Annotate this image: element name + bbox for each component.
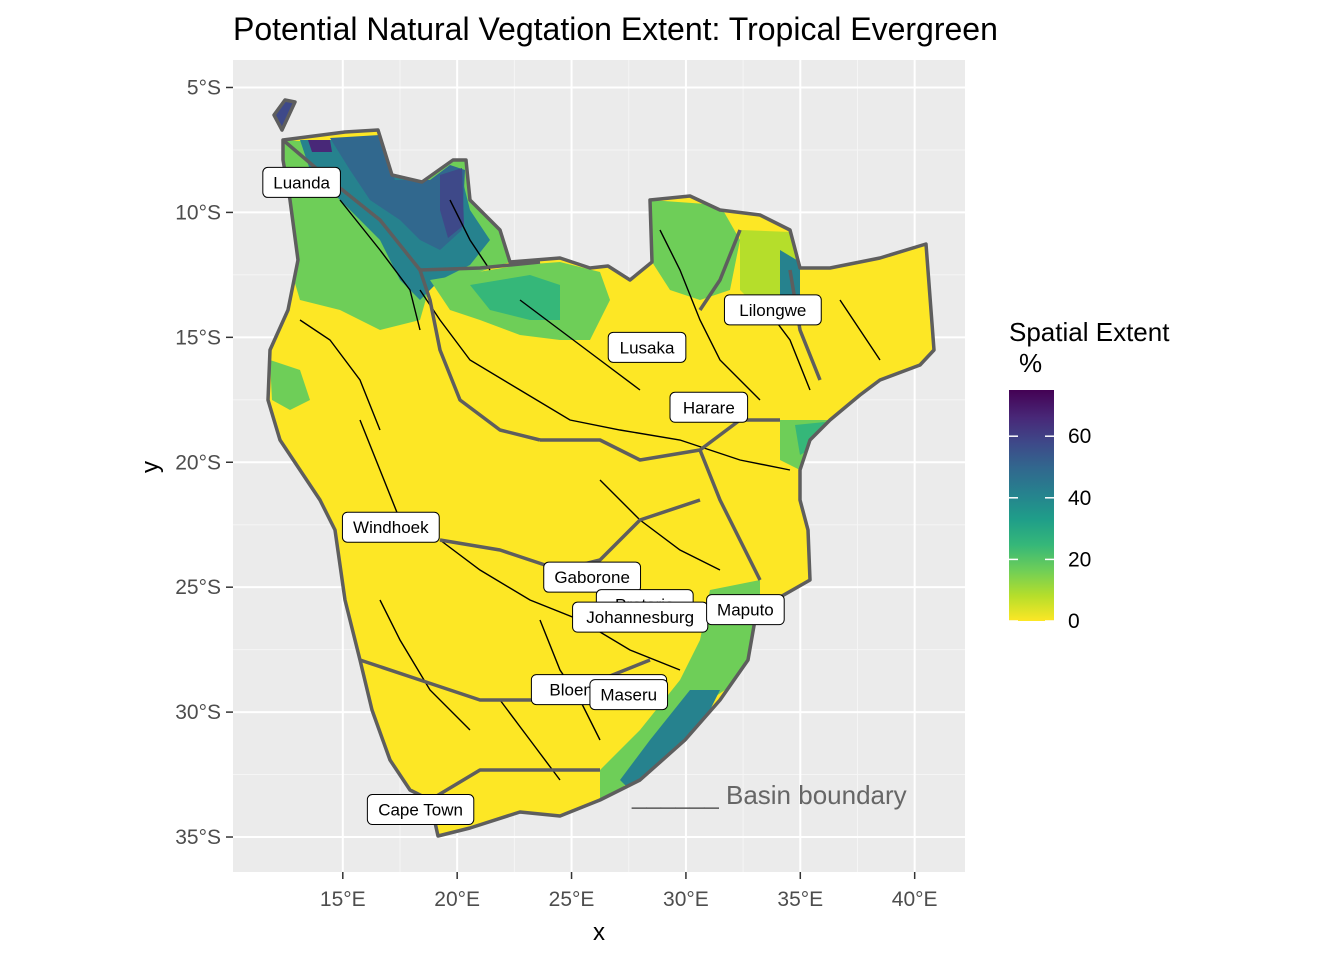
legend-title-line2: % (1019, 348, 1042, 378)
y-tick-label: 20°S (175, 451, 221, 474)
city-label-box (589, 679, 669, 711)
city-label-box (262, 166, 341, 198)
x-tick-label: 25°E (549, 888, 595, 911)
extent-zone-north-deep (330, 135, 465, 250)
city-label-text: Cape Town (378, 801, 463, 820)
city-label-box (607, 331, 687, 363)
extent-zone-tanzania-green (650, 200, 740, 300)
city-label-text: Harare (683, 398, 735, 417)
city-label-box (341, 511, 440, 543)
legend-title-line1: Spatial Extent (1009, 317, 1170, 347)
x-axis-ticks: 15°E 20°E 25°E 30°E 35°E 40°E (320, 872, 938, 911)
y-tick-label: 30°S (175, 701, 221, 724)
extent-zone-zambezi-teal (470, 275, 560, 320)
city-label: Lilongwe (723, 294, 822, 326)
x-tick-label: 40°E (892, 888, 938, 911)
city-label: Lusaka (607, 331, 687, 363)
city-label-text: Gaborone (554, 568, 630, 587)
city-label-text: Lusaka (620, 338, 675, 357)
city-labels: Luanda Lilongwe Lusaka Harare Windhoek Gaboro… (262, 166, 822, 826)
legend-ticks: 0 20 40 60 (1009, 425, 1091, 633)
city-label-text: Johannesburg (586, 608, 694, 627)
chart-title: Potential Natural Vegtation Extent: Trop… (233, 11, 998, 47)
legend-tick-label: 0 (1068, 610, 1080, 633)
city-label-box (543, 561, 642, 593)
x-tick-label: 35°E (777, 888, 823, 911)
city-label: Johannesburg (572, 601, 709, 633)
legend-colorbar (1009, 390, 1054, 621)
y-tick-label: 5°S (187, 76, 221, 99)
city-label: Windhoek (341, 511, 440, 543)
city-label-text: Maseru (600, 686, 657, 705)
extent-zone-angola-coast (270, 360, 310, 410)
y-axis-ticks: 5°S 10°S 15°S 20°S 25°S 30°S 35°S (175, 76, 233, 849)
city-label-box (723, 294, 822, 326)
city-label-box (706, 594, 785, 626)
x-tick-label: 30°E (663, 888, 709, 911)
city-label-text: Maputo (717, 601, 774, 620)
city-label: Maseru (589, 679, 669, 711)
extent-zone-se-coast-green (600, 580, 760, 800)
city-label: Cape Town (366, 794, 475, 826)
x-axis-title: x (593, 919, 605, 946)
city-label-box (366, 794, 475, 826)
basin-outline (266, 128, 936, 838)
city-label-text: Windhoek (353, 518, 429, 537)
basin-boundary-annotation: ______ Basin boundary (631, 780, 907, 810)
legend-tick-label: 20 (1068, 548, 1091, 571)
city-label: Harare (669, 391, 749, 423)
y-tick-label: 35°S (175, 826, 221, 849)
legend: Spatial Extent % 0 20 40 60 (1009, 317, 1170, 633)
river-network (299, 199, 881, 781)
y-tick-label: 25°S (175, 576, 221, 599)
y-tick-label: 10°S (175, 201, 221, 224)
city-label: Luanda (262, 166, 341, 198)
city-label-text: Luanda (273, 173, 330, 192)
city-label: Gaborone (543, 561, 642, 593)
x-tick-label: 20°E (434, 888, 480, 911)
legend-tick-label: 40 (1068, 487, 1091, 510)
x-tick-label: 15°E (320, 888, 366, 911)
city-label: Maputo (706, 594, 785, 626)
city-label-text: Lilongwe (739, 301, 806, 320)
city-label-box (669, 391, 749, 423)
y-axis-title: y (137, 461, 164, 473)
y-tick-label: 15°S (175, 326, 221, 349)
extent-zone-se-coast-teal (620, 690, 720, 790)
legend-tick-label: 60 (1068, 425, 1091, 448)
extent-zone-north-violet (308, 140, 332, 152)
